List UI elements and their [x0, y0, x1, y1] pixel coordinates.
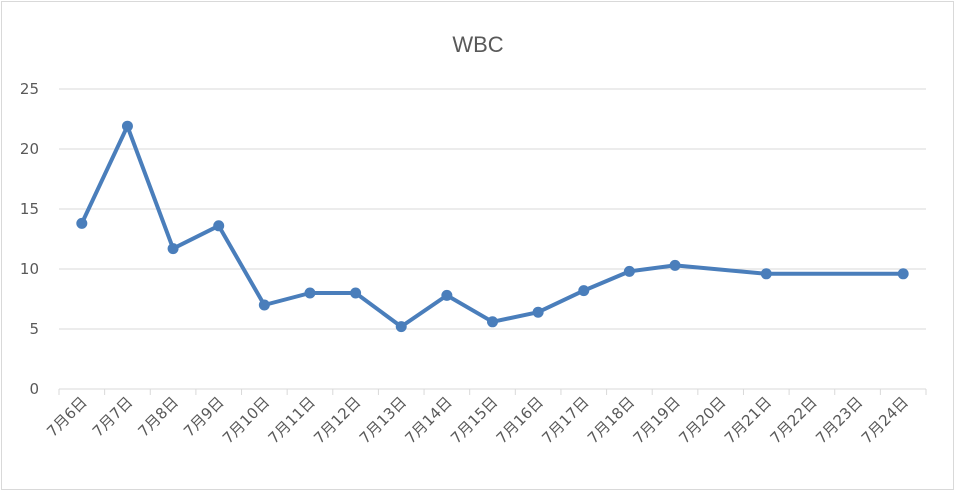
x-tick-label: 7月8日 — [134, 393, 181, 440]
x-tick-label: 7月18日 — [584, 393, 638, 447]
x-tick-label: 7月10日 — [219, 393, 273, 447]
x-tick-label: 7月24日 — [858, 393, 912, 447]
x-axis-tick-labels: 7月6日7月7日7月8日7月9日7月10日7月11日7月12日7月13日7月14… — [43, 393, 912, 447]
data-point-7月15日 — [487, 316, 498, 328]
x-tick-label: 7月19日 — [630, 393, 684, 447]
x-tick-label: 7月13日 — [356, 393, 410, 447]
x-tick-label: 7月22日 — [767, 393, 821, 447]
series-line — [79, 124, 906, 329]
x-tick-label: 7月6日 — [43, 393, 90, 440]
gridlines — [59, 88, 926, 330]
data-point-7月12日 — [350, 287, 362, 299]
x-tick-label: 7月12日 — [310, 393, 364, 447]
chart-title: WBC — [452, 32, 503, 57]
data-point-7月7日 — [121, 120, 133, 132]
series-layer — [76, 120, 909, 333]
x-tick-label: 7月14日 — [402, 393, 456, 447]
data-point-7月10日 — [258, 299, 270, 311]
data-point-7月16日 — [532, 306, 544, 318]
y-tick-label: 5 — [29, 320, 39, 338]
y-axis-tick-labels: 0 5 10 15 20 25 — [20, 80, 39, 398]
data-point-7月9日 — [213, 220, 225, 232]
x-tick-label: 7月21日 — [721, 393, 775, 447]
y-tick-label: 10 — [20, 260, 39, 278]
x-tick-label: 7月16日 — [493, 393, 547, 447]
data-point-7月19日 — [669, 259, 681, 271]
x-tick-label: 7月20日 — [675, 393, 729, 447]
data-point-7月6日 — [76, 217, 88, 229]
y-tick-label: 0 — [29, 380, 39, 398]
data-point-7月17日 — [578, 285, 590, 297]
x-axis — [58, 388, 927, 395]
data-point-7月14日 — [441, 289, 453, 301]
x-tick-label: 7月23日 — [812, 393, 866, 447]
y-tick-label: 20 — [20, 140, 39, 158]
x-tick-label: 7月7日 — [89, 393, 136, 440]
data-point-7月18日 — [623, 265, 635, 277]
x-tick-label: 7月17日 — [538, 393, 592, 447]
y-tick-label: 25 — [20, 80, 39, 98]
y-tick-label: 15 — [20, 200, 39, 218]
data-point-7月24日 — [897, 268, 909, 280]
x-tick-label: 7月15日 — [447, 393, 501, 447]
data-point-7月13日 — [395, 321, 407, 333]
x-tick-label: 7月11日 — [265, 393, 319, 447]
data-point-7月8日 — [167, 243, 179, 255]
data-point-7月21日 — [760, 268, 772, 280]
data-point-7月11日 — [304, 287, 316, 299]
